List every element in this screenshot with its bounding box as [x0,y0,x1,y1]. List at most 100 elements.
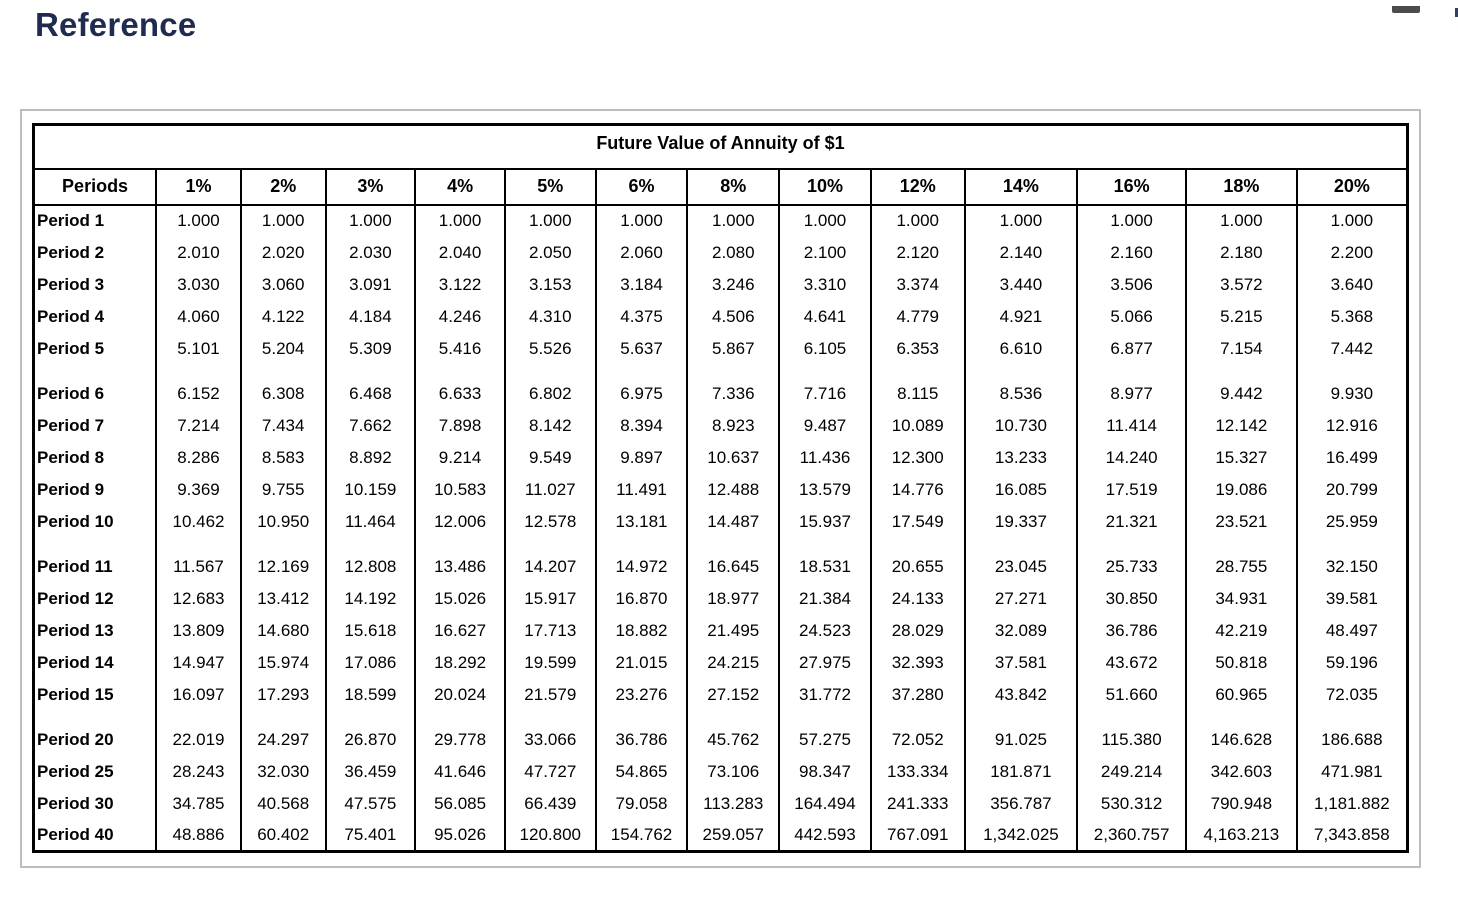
column-header-rate: 16% [1076,168,1187,206]
group-spacer-cell [503,364,597,378]
value-cell: 3.440 [963,268,1079,301]
value-cell: 60.402 [239,819,327,852]
value-cell: 9.930 [1295,377,1409,410]
value-cell: 1.000 [414,204,506,237]
value-cell: 1.000 [239,204,327,237]
value-cell: 17.549 [869,505,966,538]
value-cell: 13.579 [778,473,872,506]
value-cell: 48.886 [155,819,242,852]
value-cell: 471.981 [1295,755,1409,788]
value-cell: 32.030 [239,755,327,788]
value-cell: 21.495 [686,614,781,647]
value-cell: 4.060 [155,300,242,333]
value-cell: 51.660 [1076,678,1187,711]
value-cell: 18.599 [324,678,417,711]
group-spacer-cell [239,364,327,378]
group-spacer-cell [32,710,158,724]
value-cell: 18.977 [686,582,781,615]
value-cell: 12.488 [686,473,781,506]
value-cell: 3.091 [324,268,417,301]
page-title: Reference [35,6,197,43]
value-cell: 27.975 [778,646,872,679]
value-cell: 164.494 [778,787,872,820]
value-cell: 50.818 [1184,646,1298,679]
value-cell: 6.308 [239,377,327,410]
value-cell: 9.549 [503,441,597,474]
value-cell: 1.000 [594,204,689,237]
value-cell: 34.785 [155,787,242,820]
group-spacer-cell [1184,710,1298,724]
value-cell: 34.931 [1184,582,1298,615]
value-cell: 31.772 [778,678,872,711]
value-cell: 22.019 [155,723,242,756]
value-cell: 1,181.882 [1295,787,1409,820]
value-cell: 1.000 [1184,204,1298,237]
value-cell: 10.159 [324,473,417,506]
group-spacer-row [32,710,1409,724]
group-spacer-cell [1295,364,1409,378]
column-header-rate: 3% [324,168,417,206]
value-cell: 6.353 [869,332,966,365]
value-cell: 25.733 [1076,550,1187,583]
group-spacer-cell [155,710,242,724]
value-cell: 20.655 [869,550,966,583]
group-spacer-cell [594,537,689,551]
group-spacer-cell [963,710,1079,724]
value-cell: 2.200 [1295,236,1409,269]
value-cell: 18.292 [414,646,506,679]
value-cell: 5.867 [686,332,781,365]
value-cell: 32.150 [1295,550,1409,583]
value-cell: 13.486 [414,550,506,583]
table-row: Period 1 1.000 1.000 1.000 1.000 1.000 1.000 1.… [32,204,1409,237]
value-cell: 14.680 [239,614,327,647]
value-cell: 28.755 [1184,550,1298,583]
value-cell: 18.882 [594,614,689,647]
value-cell: 21.321 [1076,505,1187,538]
value-cell: 356.787 [963,787,1079,820]
value-cell: 15.917 [503,582,597,615]
value-cell: 5.416 [414,332,506,365]
value-cell: 33.066 [503,723,597,756]
value-cell: 2.160 [1076,236,1187,269]
value-cell: 4.779 [869,300,966,333]
row-label: Period 10 [32,505,158,538]
value-cell: 16.627 [414,614,506,647]
value-cell: 2.080 [686,236,781,269]
group-spacer-cell [778,710,872,724]
value-cell: 23.045 [963,550,1079,583]
group-spacer-cell [324,710,417,724]
table-row: Period 15 16.097 17.293 18.599 20.024 21.579 2… [32,678,1409,711]
value-cell: 20.799 [1295,473,1409,506]
value-cell: 8.583 [239,441,327,474]
value-cell: 32.089 [963,614,1079,647]
value-cell: 11.027 [503,473,597,506]
value-cell: 95.026 [414,819,506,852]
value-cell: 11.567 [155,550,242,583]
group-spacer-cell [414,537,506,551]
value-cell: 2.020 [239,236,327,269]
value-cell: 40.568 [239,787,327,820]
value-cell: 442.593 [778,819,872,852]
value-cell: 2.040 [414,236,506,269]
value-cell: 18.531 [778,550,872,583]
value-cell: 10.462 [155,505,242,538]
value-cell: 3.060 [239,268,327,301]
scrollbar-fragment[interactable] [1392,6,1420,13]
value-cell: 11.491 [594,473,689,506]
value-cell: 6.802 [503,377,597,410]
value-cell: 24.133 [869,582,966,615]
value-cell: 7,343.858 [1295,819,1409,852]
row-label: Period 1 [32,204,158,237]
value-cell: 10.583 [414,473,506,506]
value-cell: 91.025 [963,723,1079,756]
row-label: Period 5 [32,332,158,365]
value-cell: 24.297 [239,723,327,756]
group-spacer-cell [686,537,781,551]
value-cell: 15.327 [1184,441,1298,474]
value-cell: 8.536 [963,377,1079,410]
value-cell: 14.207 [503,550,597,583]
value-cell: 4.184 [324,300,417,333]
value-cell: 3.246 [686,268,781,301]
table-row: Period 12 12.683 13.412 14.192 15.026 15.917 1… [32,582,1409,615]
value-cell: 32.393 [869,646,966,679]
